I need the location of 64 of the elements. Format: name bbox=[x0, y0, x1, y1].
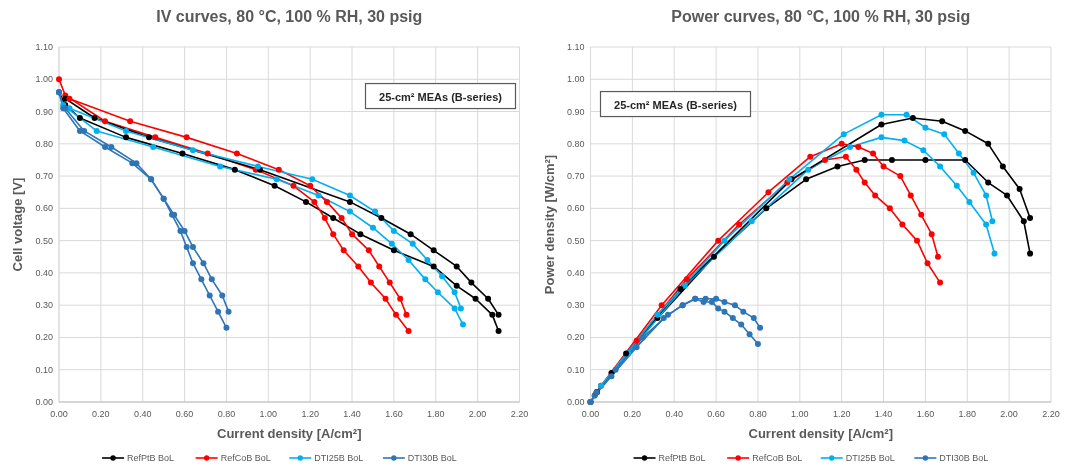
x-tick-label: 1.00 bbox=[791, 409, 809, 419]
y-tick-label: 0.20 bbox=[35, 332, 53, 343]
x-tick-label: 0.80 bbox=[217, 409, 236, 419]
chart-title: IV curves, 80 °C, 100 % RH, 30 psig bbox=[156, 8, 423, 25]
y-tick-label: 0.50 bbox=[35, 235, 53, 246]
y-tick-label: 0.50 bbox=[566, 235, 585, 246]
y-tick-label: 0.90 bbox=[566, 106, 585, 117]
y-axis-title: Cell voltage [V] bbox=[10, 177, 25, 272]
legend-label: DTI25B BoL bbox=[845, 453, 895, 463]
x-tick-label: 2.20 bbox=[1042, 409, 1060, 419]
x-tick-label: 1.20 bbox=[832, 409, 851, 419]
x-tick-label: 0.40 bbox=[133, 409, 152, 419]
x-axis-title: Current density [A/cm²] bbox=[748, 426, 893, 441]
y-tick-label: 0.30 bbox=[35, 300, 53, 311]
x-tick-label: 0.00 bbox=[50, 409, 68, 419]
x-tick-label: 0.20 bbox=[92, 409, 110, 419]
x-axis-title: Current density [A/cm²] bbox=[217, 426, 362, 441]
y-tick-label: 0.70 bbox=[35, 171, 53, 182]
legend-label: DTI30B BoL bbox=[407, 453, 457, 463]
y-tick-label: 0.40 bbox=[35, 267, 53, 278]
y-tick-label: 0.00 bbox=[566, 397, 585, 407]
y-tick-label: 0.80 bbox=[35, 138, 53, 149]
y-tick-label: 0.60 bbox=[35, 203, 53, 214]
x-tick-label: 0.60 bbox=[707, 409, 725, 419]
x-tick-label: 1.80 bbox=[427, 409, 445, 419]
y-axis-title: Power density [W/cm²] bbox=[541, 154, 557, 295]
y-tick-label: 0.80 bbox=[566, 138, 585, 149]
legend-label: DTI30B BoL bbox=[939, 453, 989, 463]
x-tick-label: 0.80 bbox=[749, 409, 767, 419]
chart-title: Power curves, 80 °C, 100 % RH, 30 psig bbox=[671, 8, 971, 25]
x-tick-label: 2.00 bbox=[468, 409, 487, 419]
x-tick-label: 2.20 bbox=[510, 409, 529, 419]
y-tick-label: 1.10 bbox=[566, 42, 585, 52]
y-tick-label: 0.40 bbox=[566, 267, 585, 278]
y-tick-label: 0.20 bbox=[566, 332, 585, 343]
x-tick-label: 1.40 bbox=[343, 409, 361, 419]
legend-label: RefCoB BoL bbox=[752, 453, 803, 463]
x-tick-label: 2.00 bbox=[1000, 409, 1018, 419]
legend-label: RefPtB BoL bbox=[127, 453, 175, 463]
x-tick-label: 0.60 bbox=[175, 409, 194, 419]
legend-label: DTI25B BoL bbox=[314, 453, 364, 463]
y-tick-label: 1.10 bbox=[35, 42, 53, 52]
x-tick-label: 1.20 bbox=[301, 409, 319, 419]
y-tick-label: 0.30 bbox=[566, 300, 585, 311]
y-tick-label: 0.10 bbox=[566, 364, 585, 375]
y-tick-label: 0.60 bbox=[566, 203, 585, 214]
x-tick-label: 0.40 bbox=[665, 409, 683, 419]
x-tick-label: 1.60 bbox=[385, 409, 403, 419]
y-tick-label: 1.00 bbox=[35, 74, 53, 85]
x-tick-label: 0.00 bbox=[581, 409, 600, 419]
x-tick-label: 1.80 bbox=[958, 409, 977, 419]
legend-label: RefPtB BoL bbox=[658, 453, 706, 463]
x-tick-label: 1.00 bbox=[259, 409, 278, 419]
annotation: 25-cm² MEAs (B-series) bbox=[379, 90, 503, 103]
y-tick-label: 0.90 bbox=[35, 106, 53, 117]
legend-label: RefCoB BoL bbox=[220, 453, 271, 463]
y-tick-label: 0.00 bbox=[35, 397, 53, 407]
y-tick-label: 0.70 bbox=[566, 171, 585, 182]
annotation: 25-cm² MEAs (B-series) bbox=[614, 98, 738, 111]
x-tick-label: 0.20 bbox=[623, 409, 642, 419]
x-tick-label: 1.40 bbox=[874, 409, 893, 419]
y-tick-label: 0.10 bbox=[35, 364, 53, 375]
y-tick-label: 1.00 bbox=[566, 74, 585, 85]
x-tick-label: 1.60 bbox=[916, 409, 935, 419]
